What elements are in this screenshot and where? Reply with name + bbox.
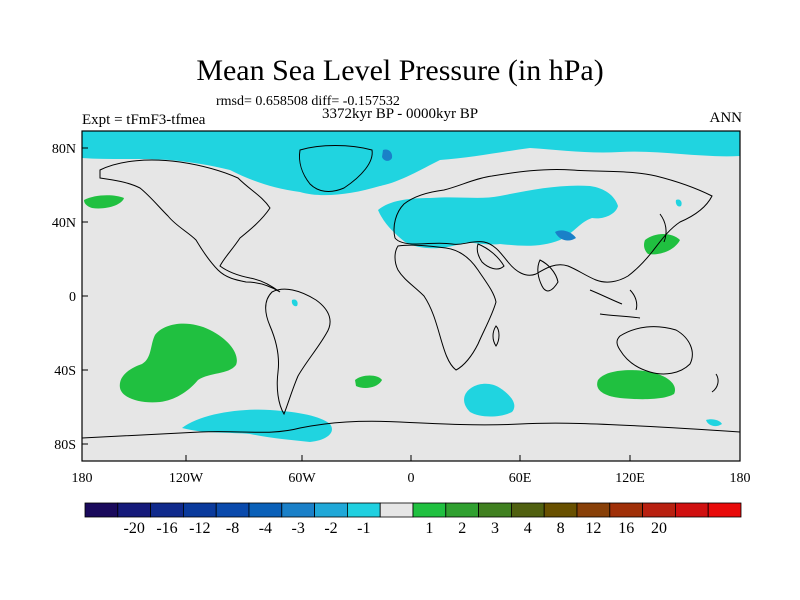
colorbar-label: 12 — [585, 520, 602, 537]
colorbar-box — [248, 502, 283, 518]
colorbar-box — [117, 502, 151, 518]
lon-label-120w: 120W — [169, 471, 204, 486]
colorbar-label: -3 — [291, 520, 305, 537]
colorbar-box — [183, 502, 217, 518]
anomaly-north-pacific — [84, 195, 124, 209]
colorbar-label: -1 — [357, 520, 371, 537]
colorbar-box — [412, 502, 447, 518]
colorbar-box — [84, 502, 119, 518]
colorbar-label: -2 — [324, 520, 338, 537]
colorbar-box — [576, 502, 611, 518]
coast-japan — [659, 213, 667, 243]
colorbar-box — [707, 502, 742, 518]
colorbar-label: 3 — [491, 520, 499, 537]
anomaly-eurasia-core — [555, 230, 576, 241]
anomaly-arctic — [82, 131, 740, 196]
anomaly-south-indian — [597, 370, 675, 400]
lon-label-0: 0 — [408, 471, 415, 486]
colorbar-box — [150, 502, 184, 518]
lon-label-120e: 120E — [615, 471, 645, 486]
colorbar-label: 16 — [618, 520, 635, 537]
anomaly-ross-sea — [706, 419, 722, 427]
lon-label-180e: 180 — [730, 471, 751, 486]
experiment-label: Expt = tFmF3-tfmea — [82, 112, 206, 128]
colorbar-label: 2 — [458, 520, 467, 537]
map-background — [82, 131, 740, 461]
lat-label-40s: 40S — [54, 364, 76, 379]
colorbar-label: 4 — [523, 520, 532, 537]
anomaly-northwest-pacific — [644, 234, 680, 255]
colorbar-label: -16 — [156, 520, 178, 537]
stats-line: rmsd= 0.658508 diff= -0.157532 — [216, 94, 400, 109]
colorbar-box — [543, 502, 578, 518]
colorbar-box — [642, 502, 676, 518]
colorbar-box — [346, 502, 381, 518]
coast-southeast-asia — [589, 289, 641, 319]
colorbar-label: -4 — [258, 520, 273, 537]
lat-label-80s: 80S — [54, 438, 76, 453]
colorbar-box — [445, 502, 479, 518]
colorbar-box — [675, 502, 709, 518]
colorbar-box — [478, 502, 512, 518]
period-label: 3372kyr BP - 0000kyr BP — [322, 106, 479, 122]
coast-africa — [394, 244, 497, 371]
anomaly-north-pacific-cyan — [675, 199, 682, 207]
anomaly-arctic-core — [382, 149, 393, 161]
colorbar-box — [281, 502, 316, 518]
lon-label-60e: 60E — [509, 471, 532, 486]
lat-label-80n: 80N — [52, 142, 76, 157]
colorbar-box — [510, 502, 545, 518]
anomaly-southern-ocean — [182, 409, 332, 442]
colorbar — [84, 502, 742, 518]
coast-madagascar — [492, 325, 500, 347]
colorbar-label: 1 — [425, 520, 434, 537]
coast-south-america — [265, 288, 331, 416]
lat-label-40n: 40N — [52, 216, 76, 231]
colorbar-label: 20 — [651, 520, 667, 537]
anomaly-south-atlantic — [355, 375, 382, 388]
lat-label-0: 0 — [69, 290, 76, 305]
coast-antarctica — [82, 420, 740, 439]
axis-ticks — [82, 147, 631, 461]
anomaly-south-pacific — [119, 323, 237, 403]
coast-eurasia — [393, 168, 713, 283]
colorbar-label: -12 — [189, 520, 211, 537]
colorbar-label: 8 — [556, 520, 565, 537]
coast-new-zealand — [711, 373, 719, 393]
anomaly-southern-indian-cyan — [464, 383, 515, 417]
season-label: ANN — [709, 110, 743, 126]
colorbar-label: -8 — [225, 520, 240, 537]
lon-label-60w: 60W — [288, 471, 316, 486]
coast-greenland — [299, 145, 373, 192]
map-title: Mean Sea Level Pressure (in hPa) — [196, 54, 604, 87]
colorbar-box — [215, 502, 250, 518]
coast-north-america — [99, 159, 281, 293]
colorbar-box — [609, 502, 643, 518]
colorbar-label: -20 — [123, 520, 145, 537]
colorbar-box — [314, 502, 348, 518]
anomaly-brazil — [291, 299, 298, 307]
lon-label-180w: 180 — [72, 471, 93, 486]
coast-arabia — [476, 243, 505, 270]
coast-india — [537, 259, 559, 292]
coast-australia — [616, 326, 693, 375]
colorbar-box — [379, 502, 414, 518]
